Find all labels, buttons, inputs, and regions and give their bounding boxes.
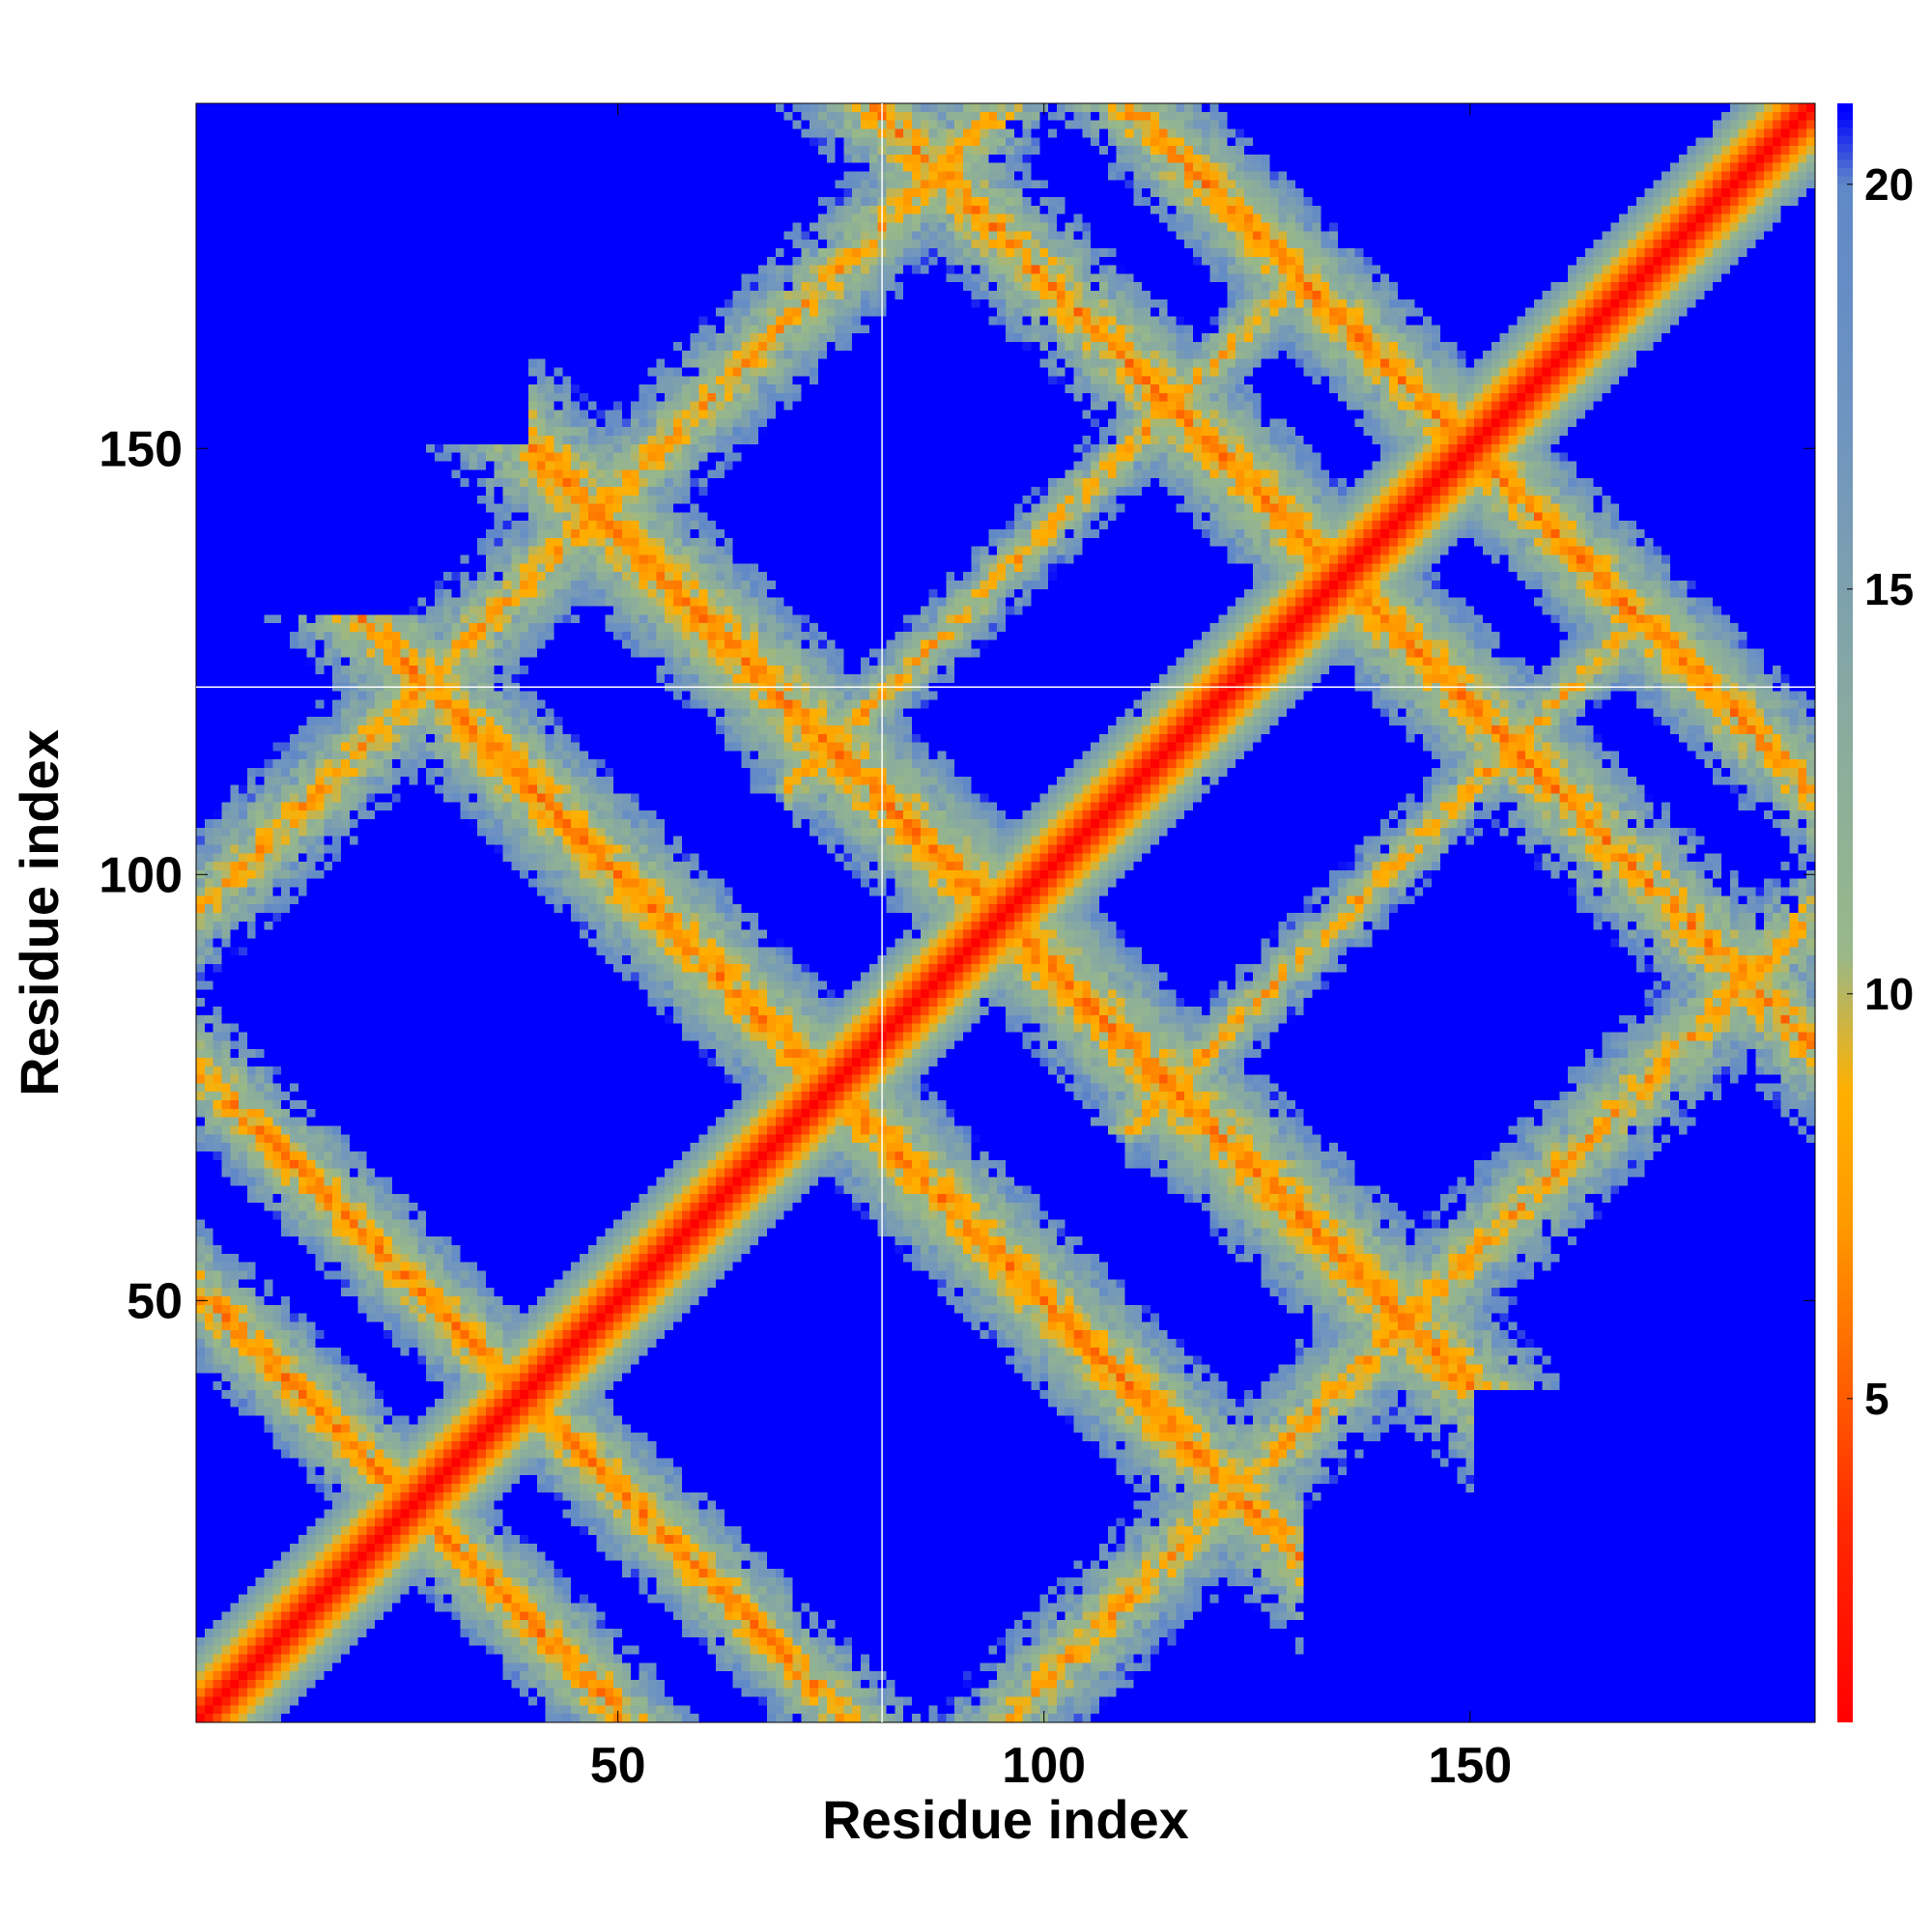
y-tick-label: 100 [99,847,183,903]
y-axis-title: Residue index [9,729,70,1096]
colorbar-tick-label: 15 [1864,564,1914,614]
x-tick-label: 100 [1002,1738,1086,1794]
x-tick-label: 150 [1428,1738,1512,1794]
colorbar-tick-label: 10 [1864,969,1914,1019]
colorbar-tick-label: 20 [1864,159,1914,210]
y-tick-label: 50 [127,1273,183,1329]
x-tick-label: 50 [590,1738,646,1794]
y-tick-label: 150 [99,421,183,477]
plot-frame [195,102,1816,1723]
heatmap-plot-area [196,103,1815,1722]
tick-layer: 50 100 150 50 100 150 5 10 15 20 [99,103,1914,1794]
colorbar-tick-label: 5 [1864,1374,1889,1424]
x-axis-title: Residue index [822,1789,1189,1850]
colorbar [1837,103,1853,1722]
